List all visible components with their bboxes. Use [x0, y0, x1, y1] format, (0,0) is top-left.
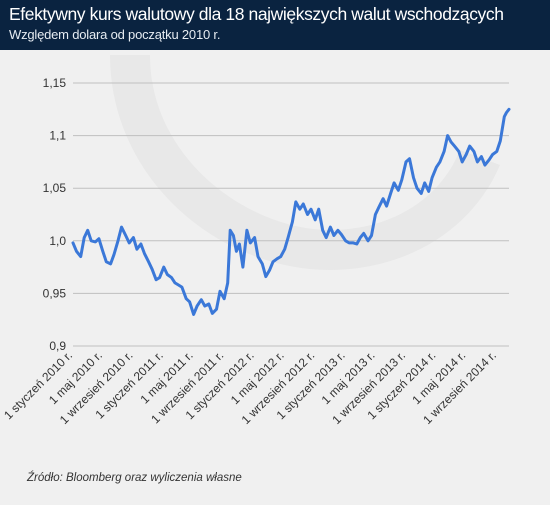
- y-tick-label: 1,0: [49, 234, 66, 248]
- y-tick-label: 1,1: [49, 129, 66, 143]
- y-tick-label: 0,9: [49, 339, 66, 353]
- watermark-arc: [110, 55, 500, 270]
- series-line: [71, 107, 511, 316]
- y-tick-label: 1,15: [43, 76, 67, 90]
- y-tick-label: 0,95: [43, 286, 67, 300]
- y-tick-label: 1,05: [43, 181, 67, 195]
- chart-title: Efektywny kurs walutowy dla 18 największ…: [9, 4, 504, 24]
- source-note: Źródło: Bloomberg oraz wyliczenia własne: [27, 472, 242, 484]
- chart-panel: 0,9 0,95 1,0 1,05 1,1 1,15 1 styczeń 2010 r. 1…: [0, 50, 550, 505]
- line-chart: 0,90,951,01,051,11,15 1 styczeń 2010 r.1…: [1, 55, 511, 427]
- chart-subtitle: Względem dolara od początku 2010 r.: [9, 27, 221, 42]
- header-bar: Efektywny kurs walutowy dla 18 największ…: [0, 0, 550, 50]
- background-watermark-logo: [110, 55, 500, 270]
